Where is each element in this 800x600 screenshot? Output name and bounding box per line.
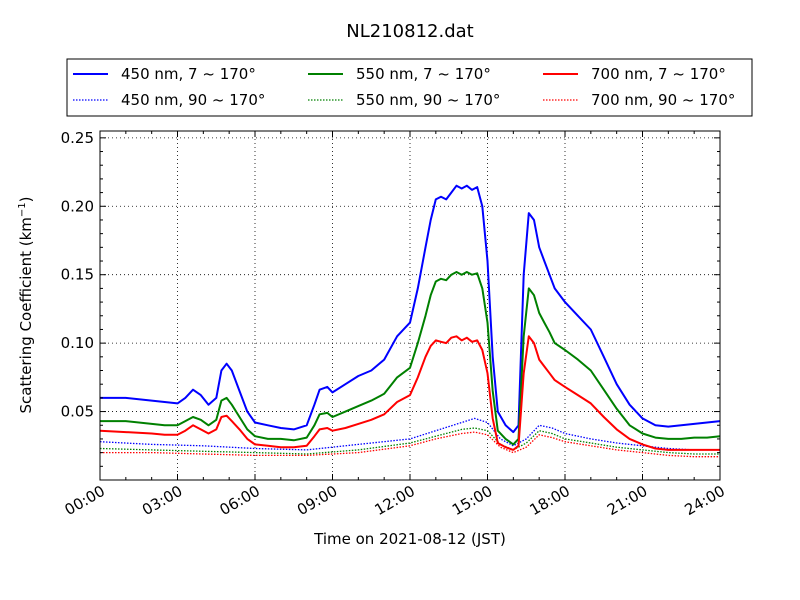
x-tick-label: 00:00 xyxy=(62,482,108,519)
y-tick-label: 0.10 xyxy=(61,334,94,352)
x-tick-label: 03:00 xyxy=(139,482,185,519)
y-tick-label: 0.20 xyxy=(61,197,94,215)
series-line xyxy=(100,184,721,434)
series-line xyxy=(100,271,721,446)
x-tick-label: 06:00 xyxy=(217,482,263,519)
chart-title: NL210812.dat xyxy=(346,21,473,42)
series-group xyxy=(99,184,721,458)
y-tick-label: 0.25 xyxy=(61,129,94,147)
legend-label: 700 nm, 7 ~ 170° xyxy=(591,65,726,83)
series-line xyxy=(100,431,720,458)
legend: 450 nm, 7 ~ 170° 550 nm, 7 ~ 170° 700 nm, … xyxy=(66,58,753,117)
legend-label: 450 nm, 7 ~ 170° xyxy=(121,65,256,83)
legend-label: 550 nm, 90 ~ 170° xyxy=(356,91,500,109)
y-axis-label: Scattering Coefficient (km−1) xyxy=(17,196,35,413)
legend-label: 450 nm, 90 ~ 170° xyxy=(121,91,265,109)
x-tick-label: 09:00 xyxy=(294,482,340,519)
legend-label: 700 nm, 90 ~ 170° xyxy=(591,91,735,109)
series-line xyxy=(99,417,720,451)
x-tick-label: 15:00 xyxy=(449,482,495,519)
x-tick-label: 12:00 xyxy=(372,482,418,519)
legend-label: 550 nm, 7 ~ 170° xyxy=(356,65,491,83)
legend-frame xyxy=(66,58,753,117)
y-tick-label: 0.05 xyxy=(61,403,94,421)
x-tick-label: 18:00 xyxy=(527,482,573,519)
series-line xyxy=(99,335,720,451)
x-tick-label: 24:00 xyxy=(682,482,728,519)
y-tick-label: 0.15 xyxy=(61,266,94,284)
x-tick-label: 21:00 xyxy=(604,482,650,519)
x-axis-label: Time on 2021-08-12 (JST) xyxy=(313,530,506,548)
